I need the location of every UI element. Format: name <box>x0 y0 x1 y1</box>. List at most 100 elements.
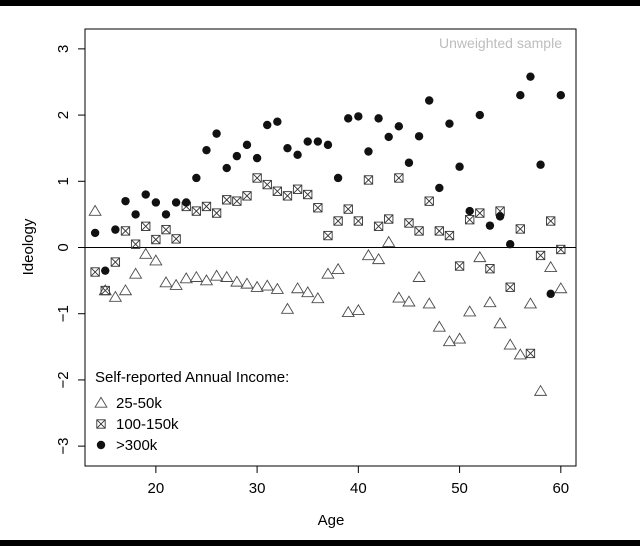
point-s1-42 <box>515 224 525 234</box>
point-s1-2 <box>110 257 121 267</box>
point-s1-4 <box>130 239 141 249</box>
point-s0-38 <box>473 250 487 263</box>
point-s1-25 <box>343 204 353 214</box>
y-tick-label--2: −2 <box>55 371 72 388</box>
legend-marker-1 <box>96 419 106 429</box>
point-s0-36 <box>452 332 467 344</box>
point-s2-29 <box>384 132 393 142</box>
point-s0-31 <box>402 295 416 307</box>
point-s1-13 <box>222 195 232 205</box>
point-s2-20 <box>293 150 302 160</box>
point-s2-34 <box>435 183 444 193</box>
point-s2-39 <box>485 221 495 230</box>
point-s2-2 <box>111 225 120 234</box>
point-s2-16 <box>252 153 262 163</box>
chart-annotation: Unweighted sample <box>439 35 562 51</box>
point-s2-3 <box>121 196 130 206</box>
point-s2-9 <box>182 198 191 207</box>
point-s1-29 <box>384 214 394 224</box>
point-s1-46 <box>556 244 566 255</box>
data-points <box>88 72 568 396</box>
point-s0-16 <box>250 280 264 292</box>
point-s2-18 <box>273 117 282 126</box>
point-s1-1 <box>100 285 110 296</box>
point-s2-21 <box>303 137 312 146</box>
point-s2-27 <box>364 147 373 156</box>
point-s0-44 <box>533 384 548 396</box>
series-1 <box>90 173 566 359</box>
point-s1-32 <box>414 226 424 236</box>
series-0 <box>88 204 568 396</box>
point-s1-39 <box>485 264 495 274</box>
point-s2-31 <box>404 158 414 167</box>
point-s2-45 <box>546 289 555 299</box>
x-tick-label-40: 40 <box>350 480 367 497</box>
point-s0-37 <box>463 305 477 317</box>
point-s1-7 <box>161 224 171 235</box>
point-s0-19 <box>280 302 295 314</box>
chart-frame: 20 30 40 50 60 −3 −2 −1 0 1 2 3 Unweighted sample … <box>0 6 640 540</box>
point-s0-33 <box>422 297 436 309</box>
legend-items: 25-50k 100-150k >300k <box>94 395 179 454</box>
point-s2-6 <box>151 198 161 207</box>
point-s0-12 <box>209 269 224 281</box>
legend-label-2: >300k <box>116 437 158 454</box>
point-s0-23 <box>321 267 335 279</box>
series-2 <box>90 72 566 299</box>
point-s1-30 <box>394 173 404 183</box>
legend-marker-0 <box>94 396 108 408</box>
point-s0-28 <box>371 252 386 265</box>
point-s1-22 <box>313 203 323 213</box>
point-s0-7 <box>159 276 173 288</box>
point-s2-35 <box>445 119 454 128</box>
point-s2-7 <box>161 210 171 219</box>
point-s2-10 <box>192 173 201 183</box>
point-s2-44 <box>536 160 545 169</box>
point-s2-25 <box>344 114 353 123</box>
x-tick-label-20: 20 <box>148 480 165 497</box>
y-tick-label--3: −3 <box>55 438 72 455</box>
point-s1-17 <box>262 179 272 190</box>
point-s2-5 <box>141 190 150 199</box>
point-s1-24 <box>333 216 343 226</box>
point-s0-15 <box>240 277 254 289</box>
point-s0-26 <box>351 303 366 316</box>
point-s2-38 <box>475 110 485 120</box>
point-s1-0 <box>90 267 100 277</box>
point-s2-19 <box>283 143 292 153</box>
point-s0-8 <box>169 278 183 290</box>
point-s0-35 <box>442 335 457 347</box>
point-s2-4 <box>131 210 140 219</box>
point-s1-31 <box>404 218 414 228</box>
y-tick-label-0: 0 <box>55 243 72 251</box>
point-s2-26 <box>354 112 363 121</box>
point-s2-8 <box>171 198 181 207</box>
point-s0-24 <box>331 262 345 274</box>
point-s1-28 <box>373 221 384 231</box>
x-tick-label-60: 60 <box>552 480 569 497</box>
point-s0-18 <box>270 282 285 294</box>
point-s1-38 <box>475 208 485 218</box>
point-s1-23 <box>323 230 333 241</box>
point-s0-20 <box>290 282 305 294</box>
point-s2-1 <box>101 266 110 275</box>
x-axis-label: Age <box>318 512 345 529</box>
point-s2-12 <box>212 129 221 138</box>
point-s2-17 <box>263 120 272 130</box>
point-s0-0 <box>88 204 102 216</box>
point-s0-6 <box>149 254 163 266</box>
point-s0-41 <box>503 338 517 350</box>
point-s2-28 <box>374 114 383 123</box>
y-axis-label: Ideology <box>20 218 37 275</box>
point-s1-18 <box>272 186 283 196</box>
point-s1-14 <box>232 196 242 206</box>
point-s1-3 <box>120 226 131 236</box>
point-s1-11 <box>201 201 212 212</box>
point-s0-27 <box>361 248 376 261</box>
y-tick-label-2: 2 <box>55 111 72 119</box>
point-s0-43 <box>523 297 538 309</box>
point-s2-24 <box>333 173 343 183</box>
point-s1-41 <box>505 282 515 292</box>
point-s0-3 <box>118 284 133 296</box>
point-s2-33 <box>425 96 434 105</box>
